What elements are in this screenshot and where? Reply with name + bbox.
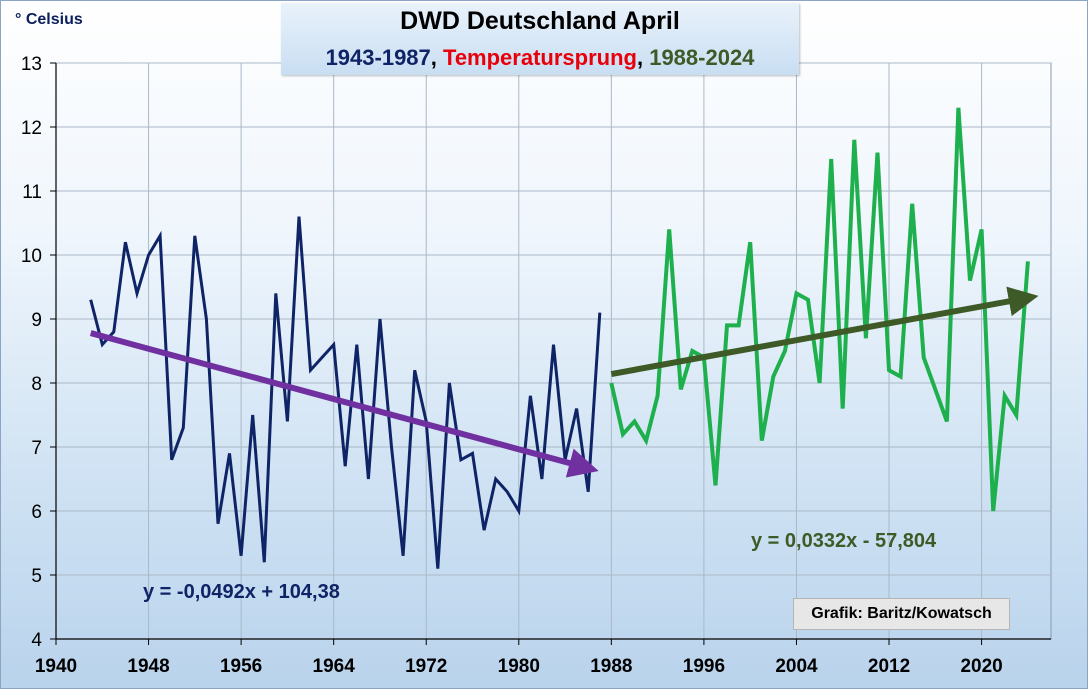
y-tick-label: 8: [31, 374, 42, 395]
y-tick-label: 9: [31, 310, 42, 331]
x-tick-label: 1972: [405, 656, 447, 677]
trend-equation-2: y = 0,0332x - 57,804: [751, 530, 937, 552]
y-tick-label: 4: [31, 630, 42, 651]
x-tick-label: 1940: [35, 656, 77, 677]
trend-arrow-1: [89, 330, 599, 478]
subtitle-separator-2: ,: [636, 45, 650, 70]
x-tick-label: 1956: [220, 656, 262, 677]
x-tick-label: 1948: [127, 656, 169, 677]
series-layer: [89, 107, 1030, 569]
x-tick-label: 2012: [868, 656, 910, 677]
credit-label: Grafik: Baritz/Kowatsch: [793, 598, 1010, 630]
subtitle-separator-1: ,: [430, 45, 444, 70]
subtitle-period-2: 1988-2024: [649, 45, 755, 70]
series-line-1: [89, 216, 602, 569]
chart-title: DWD Deutschland April: [400, 7, 680, 35]
subtitle-period-1: 1943-1987: [325, 45, 431, 70]
y-tick-label: 13: [21, 54, 42, 75]
x-tick-label: 1980: [498, 656, 540, 677]
x-tick-label: 1964: [313, 656, 356, 677]
y-tick-label: 11: [22, 182, 42, 203]
chart-title-box: DWD Deutschland April 1943-1987, Tempera…: [281, 3, 799, 75]
y-tick-label: 6: [31, 502, 42, 523]
x-tick-label: 1996: [683, 656, 725, 677]
trend-arrow-2: [610, 286, 1039, 377]
series-line-2: [609, 107, 1030, 512]
axes: 4 5 6 7 8 9 10 11 12 13 1940 1948 1956 1964 1972 1980 19…: [21, 54, 1051, 677]
chart-subtitle: 1943-1987, Temperatursprung, 1988-2024: [281, 45, 799, 71]
y-tick-label: 7: [31, 438, 42, 459]
trend-layer: [89, 286, 1039, 478]
y-axis-unit-label: ° Celsius: [15, 11, 83, 28]
x-tick-label: 2004: [775, 656, 818, 677]
subtitle-jump-label: Temperatursprung: [443, 45, 637, 70]
y-tick-label: 10: [21, 246, 42, 267]
y-tick-label: 5: [31, 566, 42, 587]
x-tick-label: 2020: [960, 656, 1002, 677]
y-tick-label: 12: [21, 118, 42, 139]
grid-lines: [56, 62, 1051, 639]
trend-equation-1: y = -0,0492x + 104,38: [143, 581, 340, 603]
x-tick-label: 1988: [590, 656, 632, 677]
